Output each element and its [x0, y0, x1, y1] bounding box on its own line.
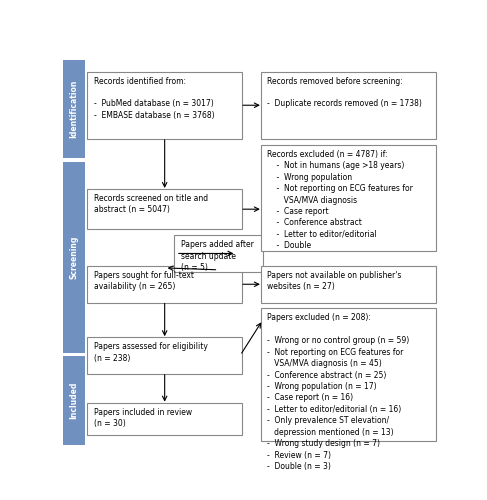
Bar [63, 162, 85, 352]
FancyBboxPatch shape [261, 144, 436, 250]
FancyBboxPatch shape [87, 189, 242, 230]
Text: Papers not available on publisher's
websites (n = 27): Papers not available on publisher's webs… [267, 271, 402, 291]
Text: Papers sought for full-text
availability (n = 265): Papers sought for full-text availability… [94, 271, 194, 291]
Text: Records excluded (n = 4787) if:
    -  Not in humans (age >18 years)
    -  Wron: Records excluded (n = 4787) if: - Not in… [267, 150, 413, 250]
FancyBboxPatch shape [174, 235, 263, 272]
Text: Papers included in review
(n = 30): Papers included in review (n = 30) [94, 408, 192, 428]
Text: Records screened on title and
abstract (n = 5047): Records screened on title and abstract (… [94, 194, 208, 214]
FancyBboxPatch shape [261, 72, 436, 139]
FancyBboxPatch shape [87, 402, 242, 436]
Text: Papers added after
search update
(n = 5): Papers added after search update (n = 5) [181, 240, 253, 272]
Text: Included: Included [70, 382, 78, 420]
Text: Papers excluded (n = 208):

-  Wrong or no control group (n = 59)
-  Not reporti: Papers excluded (n = 208): - Wrong or no… [267, 314, 410, 471]
Bar [63, 356, 85, 445]
Text: Records removed before screening:

-  Duplicate records removed (n = 1738): Records removed before screening: - Dupl… [267, 76, 422, 108]
Text: Screening: Screening [70, 236, 78, 279]
Text: Papers assessed for eligibility
(n = 238): Papers assessed for eligibility (n = 238… [94, 342, 207, 362]
FancyBboxPatch shape [87, 337, 242, 374]
Text: Identification: Identification [70, 80, 78, 138]
FancyBboxPatch shape [261, 266, 436, 302]
FancyBboxPatch shape [87, 266, 242, 302]
FancyBboxPatch shape [261, 308, 436, 441]
Text: Records identified from:

-  PubMed database (n = 3017)
-  EMBASE database (n = : Records identified from: - PubMed databa… [94, 76, 214, 120]
FancyBboxPatch shape [87, 72, 242, 139]
Bar [63, 60, 85, 158]
